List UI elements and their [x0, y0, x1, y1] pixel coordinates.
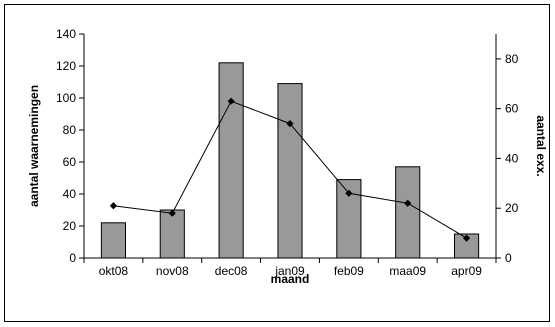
right-tick-label: 0 — [505, 251, 512, 265]
bar-dec08 — [218, 62, 244, 259]
x-tick-label: jan09 — [274, 264, 305, 278]
x-tick-label: maa09 — [389, 264, 426, 278]
left-ticks: 0 20 40 60 80 100 120 140 — [56, 27, 84, 265]
right-tick-label: 80 — [505, 52, 519, 66]
x-tick-label: nov08 — [156, 264, 189, 278]
left-tick-label: 40 — [63, 187, 77, 201]
line-point-jan09 — [286, 120, 294, 128]
left-tick-label: 60 — [63, 155, 77, 169]
line-point-okt08 — [109, 202, 118, 210]
left-tick-label: 120 — [56, 59, 76, 73]
chart-frame — [4, 4, 550, 322]
x-tick-label: okt08 — [99, 264, 129, 278]
axes — [83, 34, 497, 259]
line-point-maa09 — [404, 199, 412, 207]
bar-maa09 — [395, 166, 421, 259]
x-axis-title: maand — [271, 272, 310, 286]
bar-okt08 — [100, 222, 126, 259]
right-tick-label: 20 — [505, 201, 519, 215]
x-tick-label: dec08 — [215, 264, 248, 278]
line-point-dec08 — [227, 97, 235, 105]
left-tick-label: 0 — [69, 251, 76, 265]
right-tick-label: 40 — [505, 151, 519, 165]
x-ticks: okt08 nov08 dec08 jan09 feb09 maa09 apr09 — [83, 258, 497, 278]
line-point-apr09 — [462, 234, 471, 242]
line-series — [109, 97, 471, 242]
line-point-nov08 — [168, 209, 176, 217]
bar-nov08 — [159, 209, 185, 259]
line-point-feb09 — [345, 189, 353, 197]
left-tick-label: 140 — [56, 27, 76, 41]
bar-series — [100, 62, 480, 259]
right-tick-label: 60 — [505, 102, 519, 116]
left-tick-label: 80 — [63, 123, 77, 137]
y-axis-title: aantal waarnemingen — [27, 85, 41, 207]
x-tick-label: feb09 — [334, 264, 364, 278]
x-tick-label: apr09 — [451, 264, 482, 278]
left-tick-label: 20 — [63, 219, 77, 233]
y2-axis-title: aantal exx. — [534, 115, 548, 176]
right-ticks: 0 20 40 60 80 — [496, 52, 519, 265]
left-tick-label: 100 — [56, 91, 76, 105]
bar-jan09 — [277, 83, 303, 259]
